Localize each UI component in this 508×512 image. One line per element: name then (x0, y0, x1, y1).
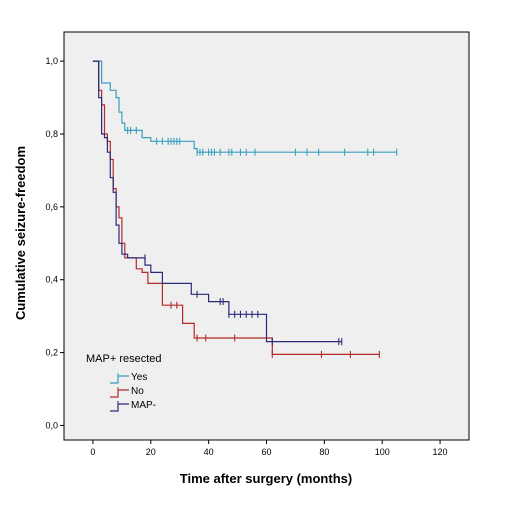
x-tick-label: 100 (375, 447, 390, 457)
x-tick-label: 60 (261, 447, 271, 457)
x-tick-label: 40 (204, 447, 214, 457)
x-tick-label: 0 (90, 447, 95, 457)
y-tick-label: 0,8 (45, 129, 58, 139)
series-map (92, 60, 343, 346)
plot-area (63, 31, 470, 441)
x-tick-label: 80 (319, 447, 329, 457)
legend-label-map: MAP- (131, 400, 156, 411)
legend-label-no: No (131, 386, 144, 397)
legend-label-yes: Yes (131, 372, 147, 383)
x-tick-label: 20 (146, 447, 156, 457)
y-axis-title: Cumulative seizure-freedom (13, 146, 28, 320)
y-tick-label: 0,2 (45, 348, 58, 358)
axes: 0 20 40 60 80 100 120 0,0 0,2 0,4 0,6 0,8 1,0 (45, 56, 447, 457)
series-no (92, 60, 380, 358)
series-yes (92, 60, 398, 156)
y-tick-label: 0,4 (45, 275, 58, 285)
legend: MAP+ resected Yes No MAP- (86, 353, 162, 412)
series-line-no (92, 60, 380, 355)
y-tick-label: 0,0 (45, 420, 58, 430)
y-tick-label: 1,0 (45, 56, 58, 66)
x-tick-label: 120 (433, 447, 448, 457)
legend-title: MAP+ resected (86, 353, 162, 365)
y-tick-label: 0,6 (45, 202, 58, 212)
series-line-yes (92, 60, 397, 153)
x-axis-title: Time after surgery (months) (180, 471, 352, 486)
series-line-map (92, 60, 342, 343)
series-group (92, 60, 398, 358)
